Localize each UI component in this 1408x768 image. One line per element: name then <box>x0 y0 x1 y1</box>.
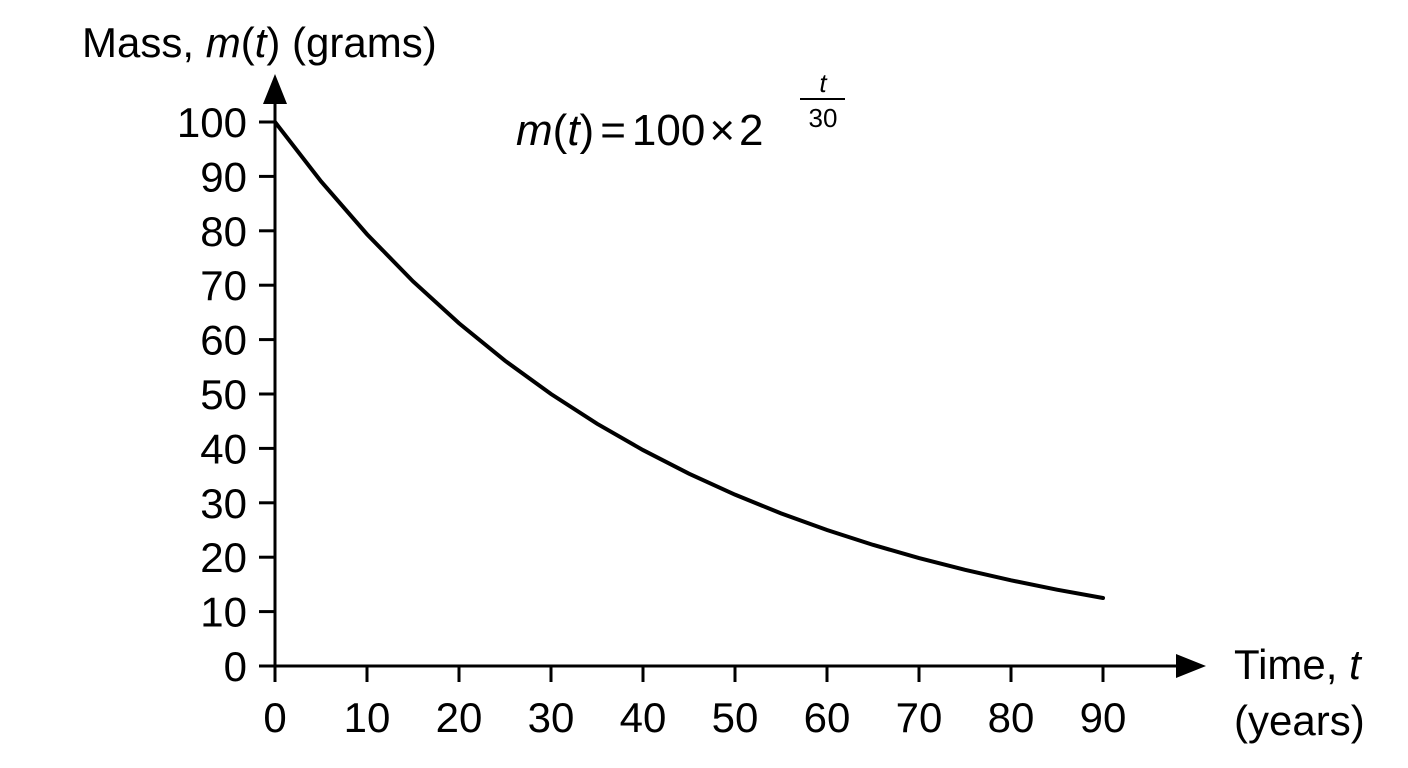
y-tick-label: 30 <box>200 480 247 527</box>
y-tick-label: 80 <box>200 208 247 255</box>
y-tick-label: 10 <box>200 589 247 636</box>
formula: m(t) = 100×2 <box>516 106 764 155</box>
x-tick-label: 0 <box>263 694 286 741</box>
x-tick-label: 20 <box>436 694 483 741</box>
ticks-group: 0 10 20 30 40 50 60 70 80 90 100 0 10 20 30 40 50 60 70 80 9… <box>177 99 1126 741</box>
x-axis-unit: (years) <box>1234 697 1365 744</box>
x-tick-label: 60 <box>804 694 851 741</box>
formula-exponent-numerator: t <box>819 68 828 98</box>
x-tick-label: 50 <box>712 694 759 741</box>
y-tick-label: 60 <box>200 317 247 364</box>
y-axis-arrow <box>263 74 287 104</box>
y-tick-label: 50 <box>200 371 247 418</box>
x-tick-label: 10 <box>344 694 391 741</box>
x-tick-label: 90 <box>1080 694 1127 741</box>
y-tick-label: 0 <box>224 643 247 690</box>
x-tick-label: 80 <box>988 694 1035 741</box>
y-axis-title: Mass, m(t) (grams) <box>82 19 437 66</box>
x-tick-label: 30 <box>528 694 575 741</box>
x-axis-arrow <box>1176 654 1206 678</box>
y-tick-label: 40 <box>200 425 247 472</box>
y-tick-label: 100 <box>177 99 247 146</box>
y-tick-label: 20 <box>200 534 247 581</box>
x-axis-title: Time, t <box>1234 641 1363 688</box>
formula-exponent-denominator: 30 <box>809 103 838 133</box>
x-tick-label: 70 <box>896 694 943 741</box>
x-tick-label: 40 <box>620 694 667 741</box>
y-tick-label: 70 <box>200 262 247 309</box>
y-tick-label: 90 <box>200 153 247 200</box>
series-line <box>273 120 1105 600</box>
